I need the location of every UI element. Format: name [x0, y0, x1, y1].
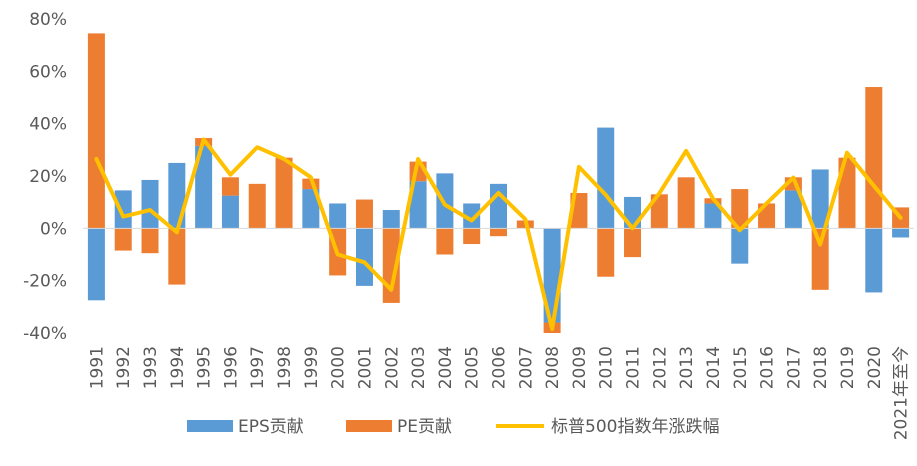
x-tick-label: 2000 — [329, 346, 349, 389]
eps-bar-2014 — [704, 203, 722, 229]
x-tick-label: 1999 — [302, 346, 322, 389]
x-tick-label: 2001 — [355, 346, 375, 389]
y-tick-label: 40% — [29, 115, 67, 135]
legend: EPS贡献 PE贡献 标普500指数年涨跌幅 — [187, 417, 719, 437]
x-tick-label: 1997 — [248, 346, 268, 389]
x-axis: 1991 1992 1993 1994 1995 1996 1997 1998 1999 2000… — [87, 346, 911, 440]
eps-bar-1992 — [114, 190, 132, 229]
eps-bar-2000 — [329, 203, 347, 229]
pe-bar-1998 — [275, 157, 293, 229]
eps-bar-2021年至今 — [892, 228, 910, 238]
x-tick-label: 2013 — [677, 346, 697, 389]
x-tick-label: 2019 — [838, 346, 858, 389]
x-tick-label: 2008 — [543, 346, 563, 389]
x-tick-label: 1992 — [114, 346, 134, 389]
x-tick-label: 1991 — [87, 346, 107, 389]
pe-bar-2020 — [865, 87, 883, 229]
pe-bar-2010 — [597, 228, 615, 277]
eps-bar-2002 — [382, 210, 400, 229]
pe-bar-2001 — [355, 199, 373, 229]
x-tick-label: 2004 — [436, 346, 456, 389]
pe-bar-1991 — [87, 33, 105, 229]
pe-bar-1996 — [221, 177, 239, 196]
x-tick-label: 2018 — [811, 346, 831, 389]
pe-bar-2004 — [436, 228, 454, 255]
eps-bar-2001 — [355, 228, 373, 286]
x-tick-label: 2016 — [758, 346, 778, 389]
eps-bar-1995 — [195, 145, 213, 229]
x-tick-label: 2012 — [650, 346, 670, 389]
eps-bar-2003 — [409, 181, 427, 229]
pe-bar-2011 — [624, 228, 642, 258]
eps-bar-2010 — [597, 127, 615, 229]
line-layer — [94, 137, 903, 332]
x-tick-label: 2002 — [382, 346, 402, 389]
x-tick-label: 2021年至今 — [892, 346, 912, 440]
eps-bar-1999 — [302, 189, 320, 229]
pe-bar-1997 — [248, 183, 266, 229]
y-tick-label: 80% — [29, 10, 67, 30]
pe-bar-2018 — [811, 228, 829, 290]
pe-bar-2015 — [731, 189, 749, 229]
pe-bar-2005 — [463, 228, 481, 245]
eps-bar-2020 — [865, 228, 883, 293]
y-tick-label: 0% — [40, 219, 67, 239]
y-tick-label: 60% — [29, 62, 67, 82]
x-tick-label: 2005 — [463, 346, 483, 389]
pe-bar-1993 — [141, 228, 159, 254]
x-tick-label: 2014 — [704, 346, 724, 389]
x-tick-label: 2010 — [597, 346, 617, 389]
pe-bar-2006 — [490, 228, 507, 237]
eps-bar-2006 — [490, 183, 507, 229]
x-tick-label: 2009 — [570, 346, 590, 389]
legend-swatch-0 — [187, 420, 233, 432]
pe-bar-1992 — [114, 228, 132, 251]
eps-bar-2005 — [463, 203, 481, 229]
pe-bar-2019 — [838, 157, 856, 229]
legend-label-1: PE贡献 — [397, 417, 452, 437]
x-tick-label: 1994 — [168, 346, 188, 389]
x-tick-label: 2017 — [784, 346, 804, 389]
pe-bar-2012 — [650, 194, 668, 229]
legend-label-0: EPS贡献 — [238, 417, 304, 437]
legend-label-2: 标普500指数年涨跌幅 — [551, 417, 719, 437]
x-tick-label: 1995 — [195, 346, 215, 389]
y-axis: 80% 60% 40% 20% 0% -20% -40% — [23, 10, 67, 344]
y-tick-label: -20% — [23, 272, 67, 292]
eps-bar-2018 — [811, 169, 829, 229]
eps-bar-2017 — [784, 190, 802, 229]
x-tick-label: 1998 — [275, 346, 295, 389]
eps-bar-2015 — [731, 228, 749, 264]
x-tick-label: 2015 — [731, 346, 751, 389]
x-tick-label: 2020 — [865, 346, 885, 389]
x-tick-label: 1996 — [221, 346, 241, 389]
legend-swatch-1 — [346, 420, 392, 432]
x-tick-label: 2003 — [409, 346, 429, 389]
y-tick-label: 20% — [29, 167, 67, 187]
pe-bar-1999 — [302, 178, 320, 190]
pe-bar-2013 — [677, 177, 695, 229]
x-tick-label: 2011 — [624, 346, 644, 389]
y-tick-label: -40% — [23, 324, 67, 344]
eps-bar-1993 — [141, 179, 159, 229]
x-tick-label: 1993 — [141, 346, 161, 389]
eps-bar-1991 — [87, 228, 105, 301]
bars-layer — [87, 33, 910, 333]
eps-bar-1996 — [221, 195, 239, 229]
x-tick-label: 2007 — [516, 346, 536, 389]
pe-bar-1994 — [168, 228, 186, 285]
x-tick-label: 2006 — [490, 346, 510, 389]
